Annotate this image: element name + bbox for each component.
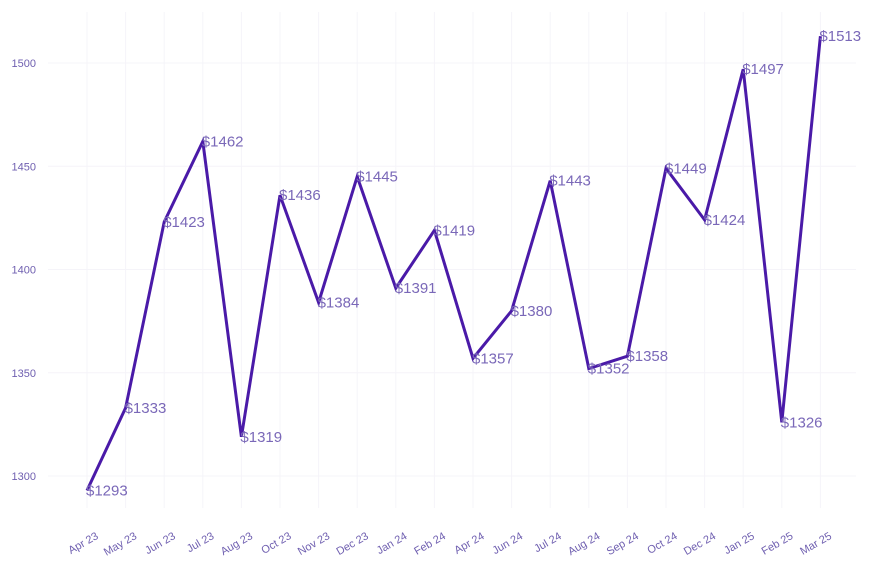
x-tick-label: May 23 [102,530,139,558]
x-tick-label: Jun 24 [490,530,525,557]
data-label: $1513 [819,28,861,45]
x-tick-label: Aug 23 [219,530,255,558]
x-tick-label: Feb 25 [760,530,796,558]
data-label: $1384 [318,295,360,312]
y-tick-label: 1500 [12,58,36,70]
data-label: $1357 [472,350,514,367]
grid-lines [48,12,856,508]
x-tick-label: Apr 23 [66,530,100,557]
y-axis-ticks: 1300 1350 1400 1450 1500 [12,58,36,483]
data-label: $1497 [742,61,784,78]
x-tick-label: Dec 24 [682,530,718,558]
data-label: $1443 [549,173,591,190]
data-label: $1445 [356,169,398,186]
data-label: $1462 [202,133,244,150]
y-tick-label: 1300 [12,471,36,483]
x-tick-label: Aug 24 [566,530,602,558]
x-tick-label: Feb 24 [412,530,448,558]
data-label: $1436 [279,187,321,204]
x-tick-label: Mar 25 [798,530,834,558]
x-tick-label: Jun 23 [143,530,178,557]
data-label: $1319 [240,429,282,446]
data-label: $1419 [433,222,475,239]
x-axis-ticks: Apr 23 May 23 Jun 23 Jul 23 Aug 23 Oct 23 Nov … [66,530,833,558]
data-label: $1352 [588,361,630,378]
x-tick-label: Dec 23 [335,530,371,558]
data-label: $1391 [395,280,437,297]
data-labels: $1293 $1333 $1423 $1462 $1319 $1436 $1384 $1445… [86,28,861,499]
data-label: $1424 [704,212,746,229]
series-line [85,36,822,492]
data-label: $1358 [626,348,668,365]
x-tick-label: Nov 23 [296,530,332,558]
data-label: $1449 [665,160,707,177]
x-tick-label: Jan 24 [375,530,410,557]
y-tick-label: 1450 [12,161,36,173]
x-tick-label: Jan 25 [722,530,757,557]
x-tick-label: Jul 23 [185,530,216,555]
x-tick-label: Jul 24 [532,530,563,555]
x-tick-label: Oct 23 [259,530,293,557]
x-tick-label: Oct 24 [645,530,679,557]
data-label: $1423 [163,214,205,231]
x-tick-label: Apr 24 [452,530,486,557]
data-label: $1293 [86,482,128,499]
data-label: $1326 [781,414,823,431]
data-label: $1380 [511,303,553,320]
y-tick-label: 1400 [12,265,36,277]
y-tick-label: 1350 [12,368,36,380]
x-tick-label: Sep 24 [605,530,641,558]
data-label: $1333 [125,400,167,417]
